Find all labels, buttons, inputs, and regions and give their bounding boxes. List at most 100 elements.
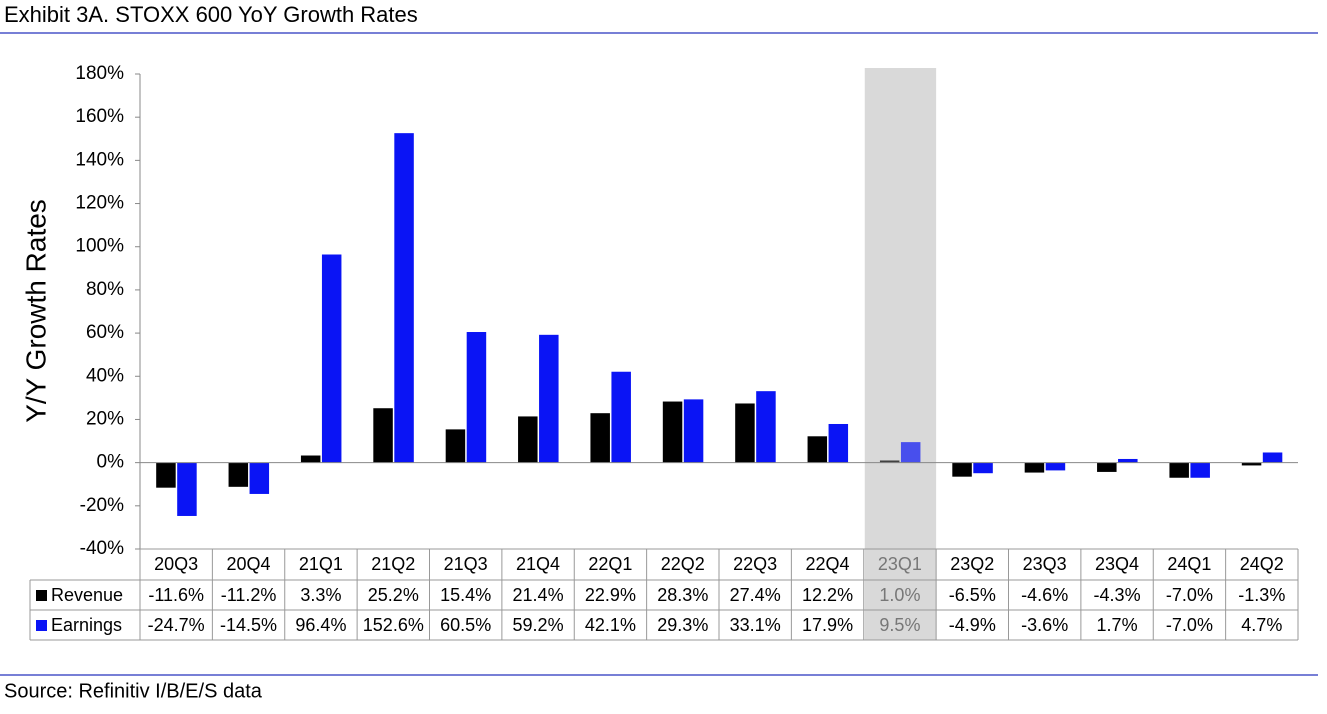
x-tick-label: 24Q1 xyxy=(1167,554,1211,574)
table-value: -3.6% xyxy=(1021,615,1068,635)
bar xyxy=(952,462,972,477)
bar xyxy=(1118,458,1138,463)
x-tick-label: 21Q1 xyxy=(299,554,343,574)
table-value: -4.6% xyxy=(1021,585,1068,605)
table-value: 33.1% xyxy=(730,615,781,635)
table-value: 22.9% xyxy=(585,585,636,605)
table-value: -24.7% xyxy=(148,615,205,635)
table-value: -1.3% xyxy=(1238,585,1285,605)
table-value: -4.9% xyxy=(949,615,996,635)
y-tick-label: 140% xyxy=(75,149,124,170)
legend-swatch xyxy=(36,620,47,631)
bar xyxy=(611,371,631,463)
highlight-band xyxy=(864,68,937,640)
table-value: 59.2% xyxy=(513,615,564,635)
bar xyxy=(1241,462,1262,466)
bar xyxy=(539,334,559,463)
legend-label: Revenue xyxy=(51,585,123,605)
table-value: -14.5% xyxy=(220,615,277,635)
x-tick-label: 21Q2 xyxy=(371,554,415,574)
y-tick-label: 120% xyxy=(75,193,124,214)
bar xyxy=(518,416,538,463)
bar xyxy=(807,436,828,463)
legend-swatch xyxy=(36,590,47,601)
table-value: 21.4% xyxy=(513,585,564,605)
table-value: 96.4% xyxy=(295,615,346,635)
y-tick-label: 180% xyxy=(75,63,124,84)
x-tick-label: 22Q1 xyxy=(588,554,632,574)
table-value: 42.1% xyxy=(585,615,636,635)
table-value: 152.6% xyxy=(363,615,424,635)
source: Source: Refinitiv I/B/E/S data xyxy=(4,680,263,702)
x-tick-label: 21Q4 xyxy=(516,554,560,574)
bar xyxy=(828,423,849,463)
bar xyxy=(756,391,776,463)
bar xyxy=(900,442,921,463)
table-value: 60.5% xyxy=(440,615,491,635)
x-tick-label: 22Q3 xyxy=(733,554,777,574)
bar xyxy=(590,413,610,463)
y-tick-label: 60% xyxy=(86,322,124,343)
bar xyxy=(683,399,704,463)
y-tick-label: 20% xyxy=(86,408,124,429)
x-tick-label: 23Q3 xyxy=(1023,554,1067,574)
bar xyxy=(1262,452,1283,463)
bar xyxy=(973,462,993,474)
table-value: -11.2% xyxy=(221,585,277,605)
table-value: 15.4% xyxy=(440,585,491,605)
bar xyxy=(249,462,270,494)
y-tick-label: 100% xyxy=(75,236,124,257)
bar xyxy=(466,332,487,463)
y-tick-label: -40% xyxy=(80,538,124,559)
x-tick-label: 23Q1 xyxy=(878,554,922,574)
bar xyxy=(445,429,466,463)
table-value: 27.4% xyxy=(730,585,781,605)
table-value: 29.3% xyxy=(657,615,708,635)
x-tick-label: 20Q4 xyxy=(227,554,271,574)
table-value: -7.0% xyxy=(1166,585,1213,605)
bar xyxy=(373,408,393,463)
y-tick-label: 80% xyxy=(86,279,124,300)
table-value: -4.3% xyxy=(1094,585,1141,605)
legend-label: Earnings xyxy=(51,615,122,635)
x-tick-label: 20Q3 xyxy=(154,554,198,574)
bar xyxy=(879,460,900,463)
table-value: 4.7% xyxy=(1241,615,1282,635)
bar xyxy=(156,462,176,488)
table-value: 3.3% xyxy=(300,585,341,605)
bar xyxy=(1024,462,1045,473)
bar xyxy=(300,455,321,463)
x-tick-label: 21Q3 xyxy=(444,554,488,574)
table-value: 25.2% xyxy=(368,585,419,605)
x-tick-label: 23Q4 xyxy=(1095,554,1139,574)
bar xyxy=(1045,462,1066,471)
table-value: 28.3% xyxy=(657,585,708,605)
table-value: 17.9% xyxy=(802,615,853,635)
table-value: -7.0% xyxy=(1166,615,1213,635)
x-tick-label: 22Q2 xyxy=(661,554,705,574)
y-tick-label: 40% xyxy=(86,365,124,386)
y-axis-label: Y/Y Growth Rates xyxy=(20,199,51,423)
y-tick-label: 160% xyxy=(75,106,124,127)
x-tick-label: 24Q2 xyxy=(1240,554,1284,574)
bar xyxy=(662,401,683,463)
bar xyxy=(321,254,342,463)
table-value: 9.5% xyxy=(879,615,920,635)
bar xyxy=(1097,462,1117,472)
table-value: -6.5% xyxy=(949,585,996,605)
table-value: 1.7% xyxy=(1097,615,1138,635)
bar xyxy=(735,403,755,463)
bar xyxy=(1169,462,1189,478)
bar xyxy=(228,462,249,487)
chart-title: Exhibit 3A. STOXX 600 YoY Growth Rates xyxy=(4,2,418,27)
y-tick-label: -20% xyxy=(80,495,124,516)
bar xyxy=(177,462,197,516)
bar xyxy=(1190,462,1210,478)
x-tick-label: 22Q4 xyxy=(806,554,850,574)
y-tick-label: 0% xyxy=(97,452,125,473)
table-value: 12.2% xyxy=(802,585,853,605)
table-value: -11.6% xyxy=(148,585,204,605)
x-tick-label: 23Q2 xyxy=(950,554,994,574)
bar xyxy=(394,133,414,463)
